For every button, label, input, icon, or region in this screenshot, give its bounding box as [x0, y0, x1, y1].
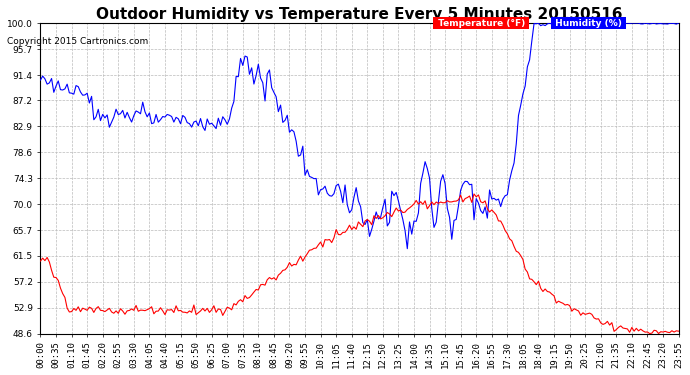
Text: Temperature (°F): Temperature (°F) [435, 19, 528, 28]
Text: Copyright 2015 Cartronics.com: Copyright 2015 Cartronics.com [7, 38, 148, 46]
Text: Humidity (%): Humidity (%) [552, 19, 625, 28]
Title: Outdoor Humidity vs Temperature Every 5 Minutes 20150516: Outdoor Humidity vs Temperature Every 5 … [97, 7, 623, 22]
